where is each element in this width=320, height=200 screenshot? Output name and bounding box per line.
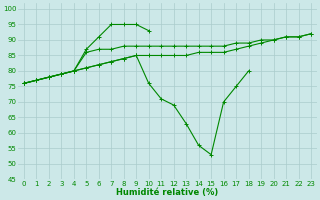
X-axis label: Humidité relative (%): Humidité relative (%) xyxy=(116,188,219,197)
